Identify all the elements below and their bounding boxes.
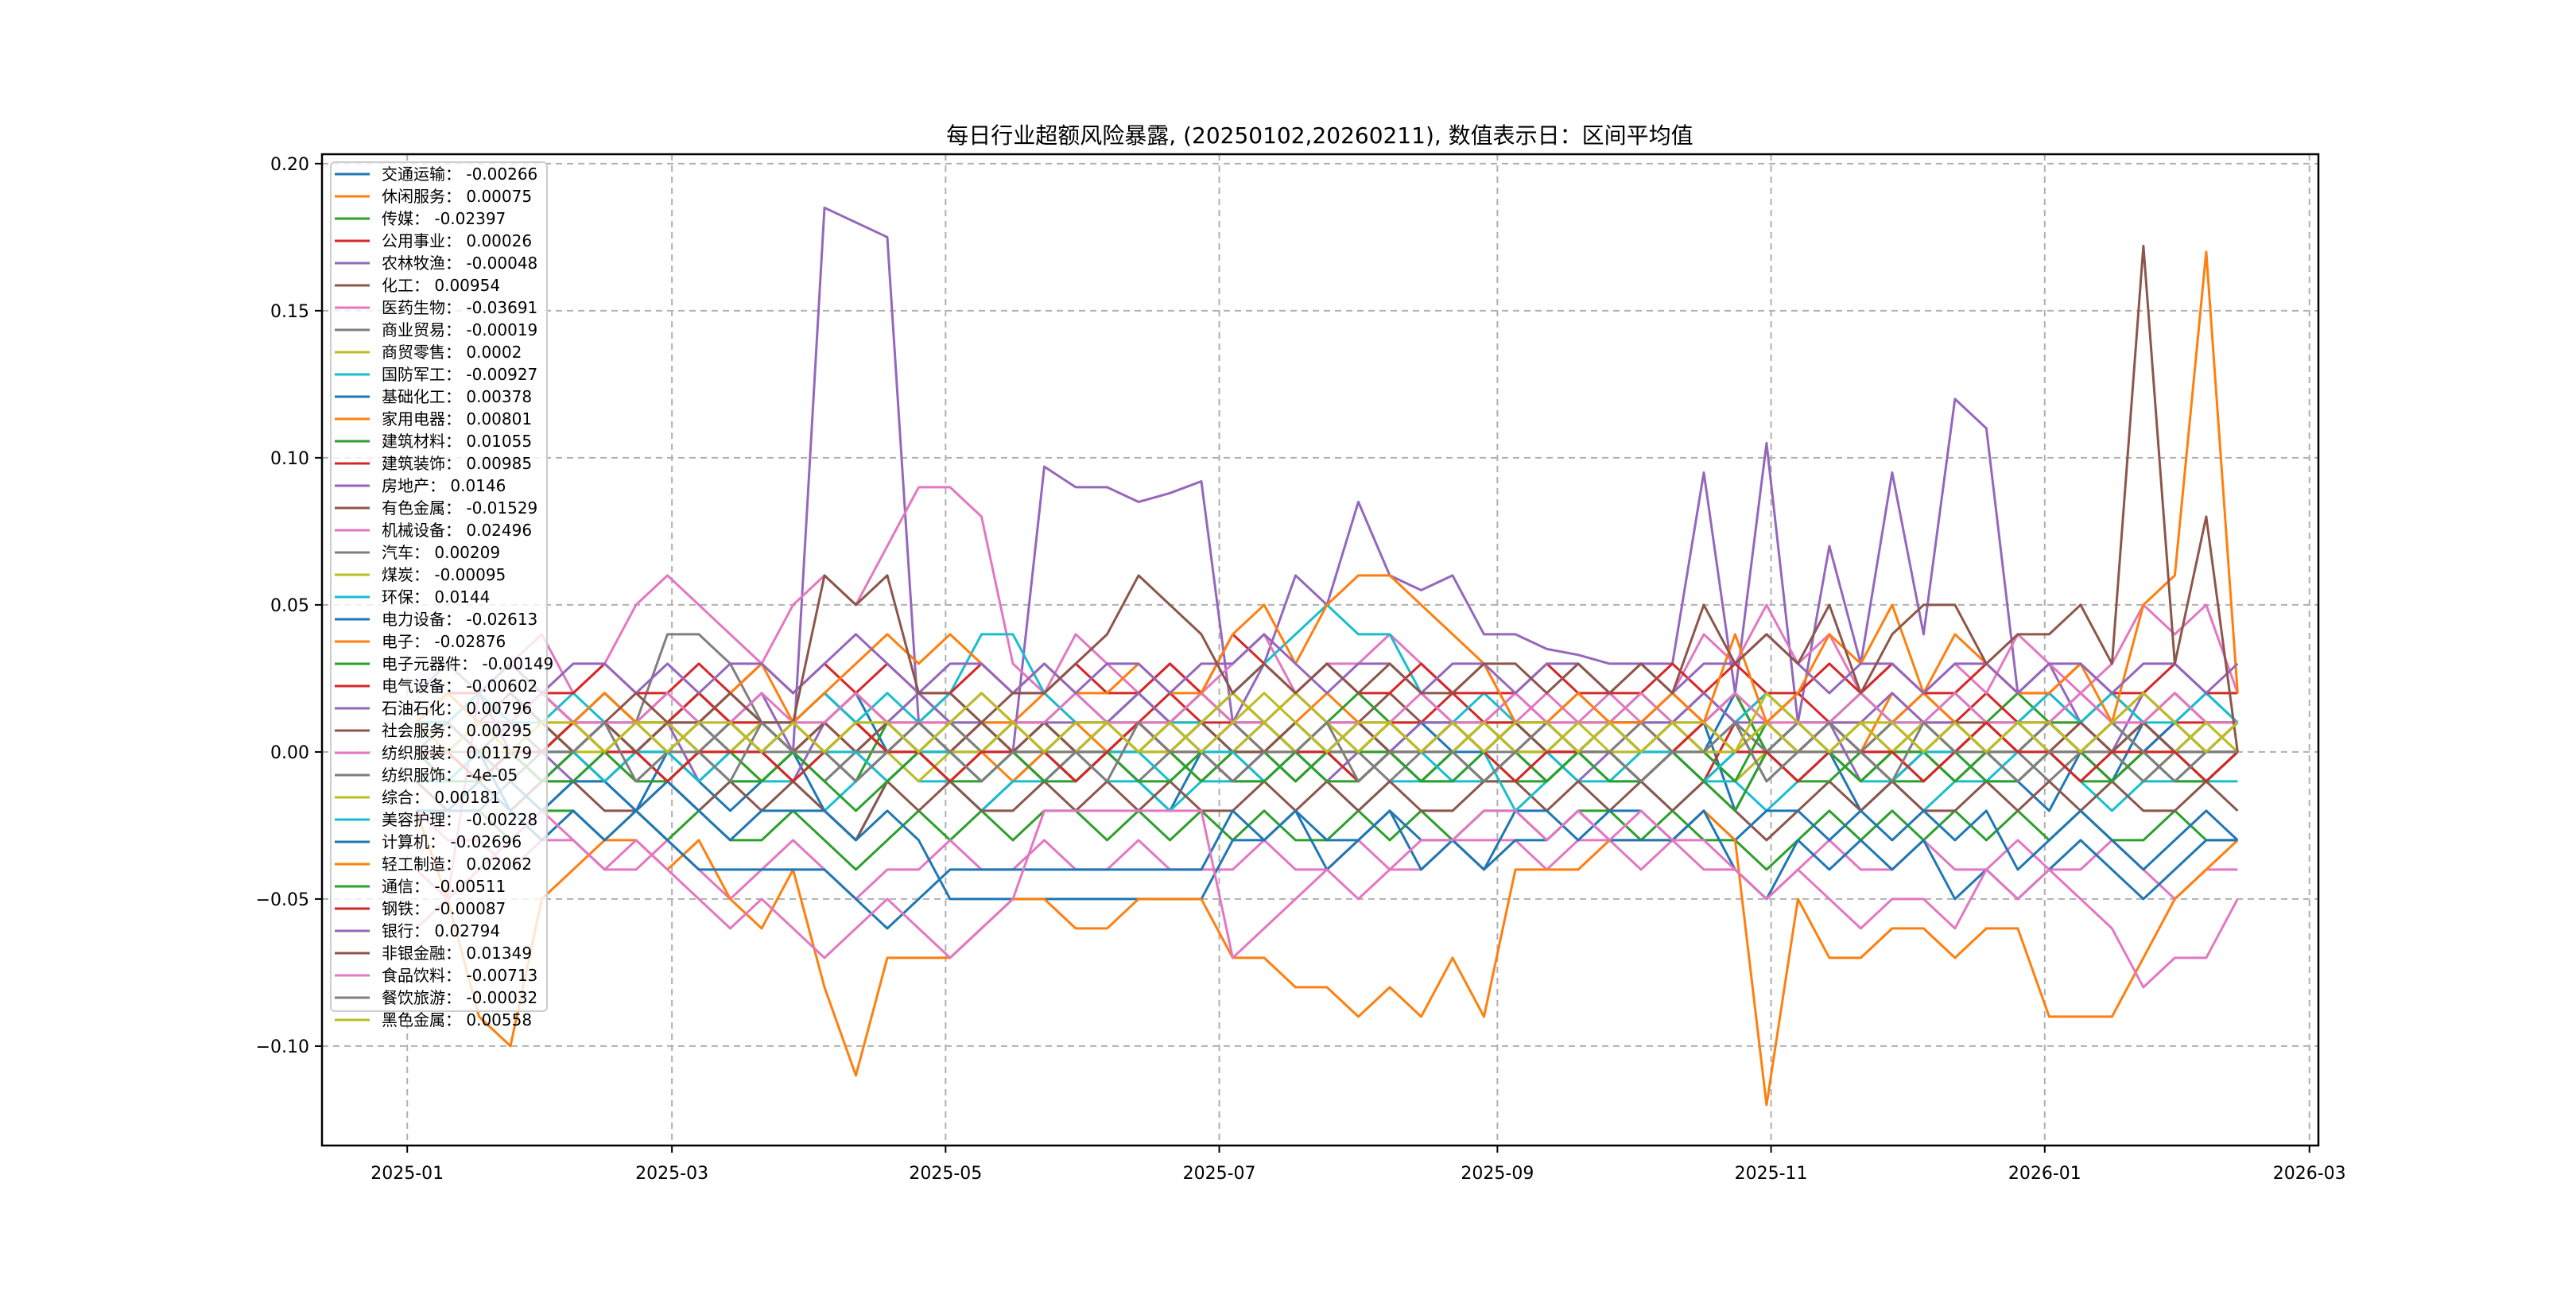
legend-label: 非银金融： 0.01349 (382, 944, 532, 963)
y-tick-label: −0.10 (256, 1037, 309, 1057)
legend-label: 电子： -0.02876 (382, 632, 506, 651)
x-tick-label: 2025-01 (370, 1164, 444, 1184)
legend-label: 农林牧渔： -0.00048 (382, 254, 537, 273)
legend-label: 化工： 0.00954 (382, 276, 500, 295)
legend-label: 社会服务： 0.00295 (382, 721, 532, 740)
legend-label: 医药生物： -0.03691 (382, 298, 537, 317)
series-line-非银金融 (415, 244, 2239, 754)
x-tick-label: 2026-03 (2273, 1164, 2346, 1184)
legend-label: 建筑材料： 0.01055 (382, 432, 532, 451)
legend-label: 机械设备： 0.02496 (382, 521, 532, 540)
legend-label: 石油石化： 0.00796 (382, 699, 532, 718)
y-tick-label: 0.10 (270, 449, 309, 469)
legend-label: 房地产： 0.0146 (382, 476, 506, 495)
series-lines (415, 206, 2239, 1107)
y-tick-label: 0.00 (270, 743, 309, 763)
axes-frame (320, 153, 2320, 1147)
series-line-食品饮料 (415, 809, 2239, 989)
series-line-餐饮旅游 (415, 721, 2238, 783)
legend-label: 建筑装饰： 0.00985 (382, 454, 532, 473)
legend-label: 家用电器： 0.00801 (382, 409, 532, 428)
y-tick-label: 0.15 (270, 302, 309, 322)
legend-label: 公用事业： 0.00026 (382, 231, 532, 250)
legend-label: 环保： 0.0144 (382, 587, 490, 607)
legend-label: 综合： 0.00181 (382, 788, 500, 807)
legend-label: 汽车： 0.00209 (382, 543, 500, 562)
x-tick-label: 2025-05 (909, 1164, 982, 1184)
legend: 交通运输： -0.00266 休闲服务： 0.00075 传媒： -0.02397 公… (330, 161, 553, 1029)
legend-label: 通信： -0.00511 (382, 877, 506, 896)
legend-label: 休闲服务： 0.00075 (382, 187, 532, 206)
x-tick-label: 2025-07 (1183, 1164, 1256, 1184)
x-tick-label: 2026-01 (2008, 1164, 2081, 1184)
legend-label: 电气设备： -0.00602 (382, 677, 537, 696)
x-tick-label: 2025-09 (1461, 1164, 1534, 1184)
legend-box (330, 161, 548, 1012)
legend-label: 电子元器件： -0.00149 (382, 654, 553, 673)
legend-label: 交通运输： -0.00266 (382, 165, 537, 184)
series-line-电子 (415, 809, 2239, 1107)
series-line-计算机 (416, 780, 2238, 930)
legend-label: 传媒： -0.02397 (382, 209, 506, 228)
legend-label: 银行： 0.02794 (382, 921, 500, 940)
y-tick-label: 0.20 (270, 155, 309, 175)
legend-label: 基础化工： 0.00378 (382, 387, 532, 406)
legend-label: 轻工制造： 0.02062 (382, 855, 532, 874)
legend-label: 有色金属： -0.01529 (382, 498, 537, 518)
y-tick-label: −0.05 (256, 890, 309, 910)
axis-ticks: 2025-01 2025-03 2025-05 2025-07 2025-09 2025-… (256, 155, 2346, 1184)
series-line-银行 (415, 633, 2239, 695)
legend-label: 餐饮旅游： -0.00032 (382, 988, 537, 1007)
x-tick-label: 2025-11 (1735, 1164, 1808, 1184)
legend-label: 电力设备： -0.02613 (382, 610, 537, 629)
legend-label: 纺织服饰： -4e-05 (382, 766, 518, 785)
legend-label: 计算机： -0.02696 (382, 832, 522, 851)
legend-label: 美容护理： -0.00228 (382, 810, 537, 829)
legend-label: 黑色金属： 0.00558 (382, 1010, 532, 1029)
y-tick-label: 0.05 (270, 596, 309, 616)
series-line-黑色金属 (415, 692, 2239, 754)
legend-label: 商业贸易： -0.00019 (382, 320, 537, 339)
legend-label: 国防军工： -0.00927 (382, 365, 537, 384)
legend-label: 煤炭： -0.00095 (382, 565, 506, 584)
x-tick-label: 2025-03 (635, 1164, 708, 1184)
legend-label: 纺织服装： 0.01179 (382, 743, 532, 762)
chart-title: 每日行业超额风险暴露, (20250102,20260211), 数值表示日：区… (946, 122, 1693, 149)
legend-label: 商贸零售： 0.0002 (382, 343, 522, 362)
legend-label: 食品饮料： -0.00713 (382, 966, 537, 985)
legend-label: 钢铁： -0.00087 (382, 899, 506, 918)
